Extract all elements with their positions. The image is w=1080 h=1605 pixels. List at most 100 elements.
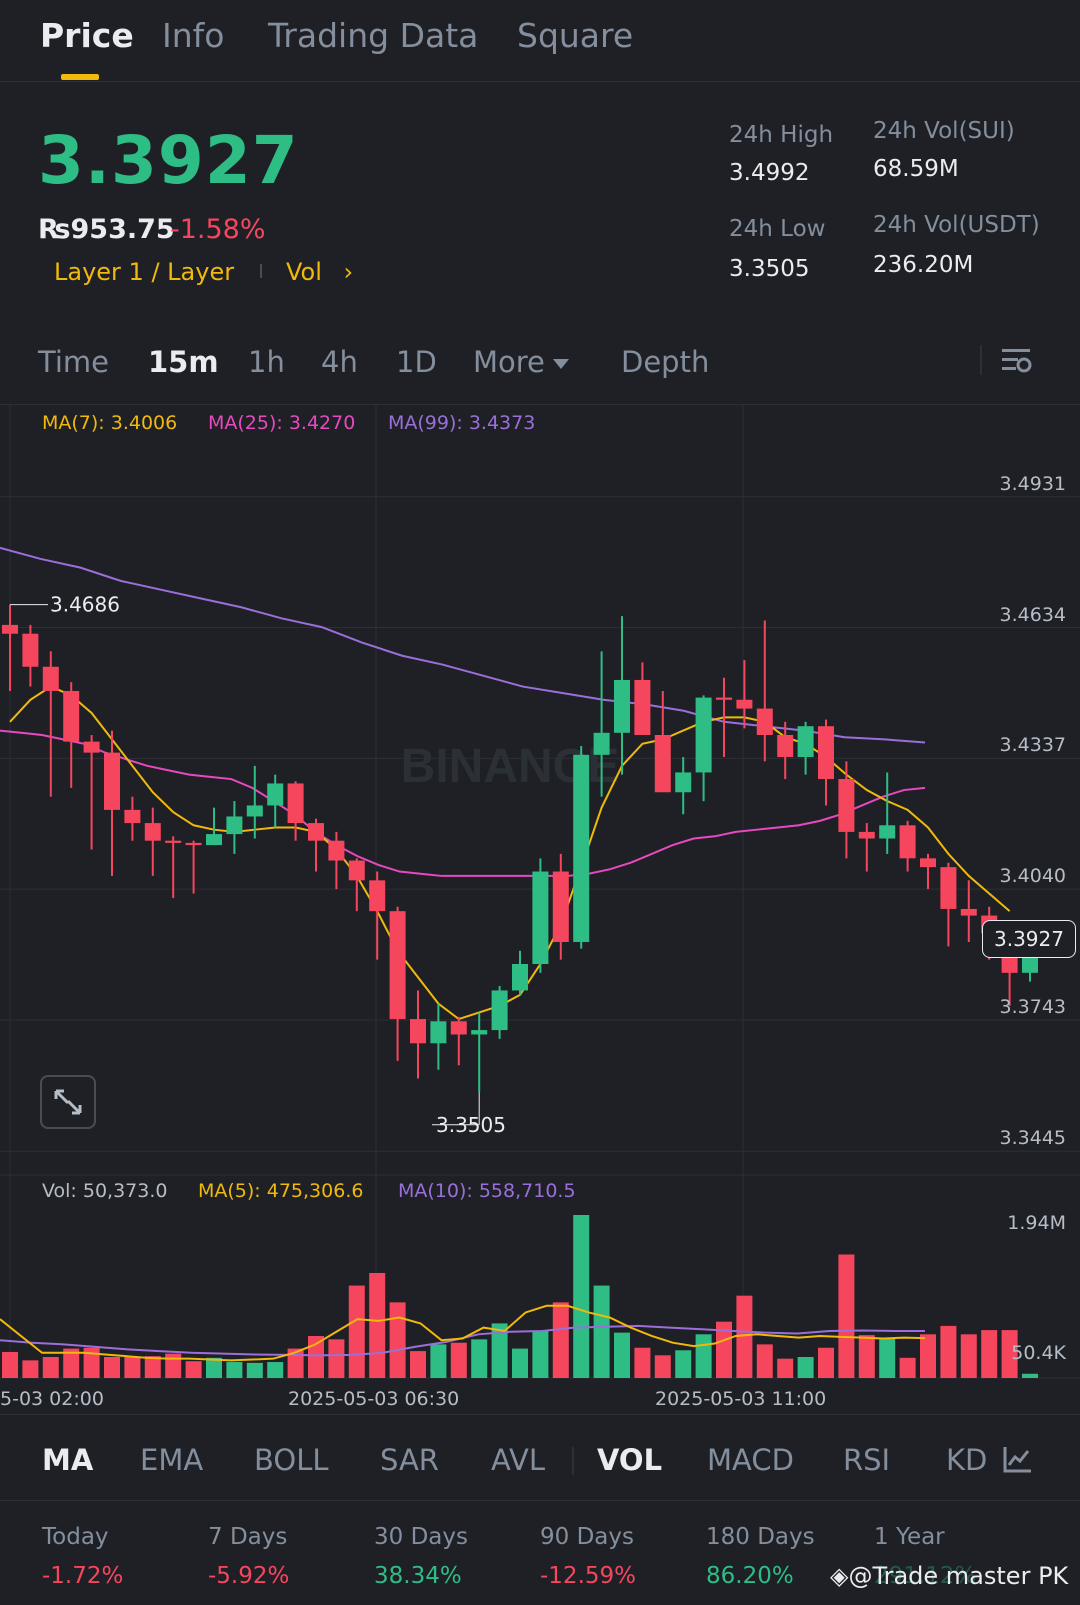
24h-vol-base-value: 68.59M (873, 156, 959, 182)
perf-value-1y: 291.12% (874, 1563, 977, 1589)
tab-trading-data[interactable]: Trading Data (268, 16, 479, 55)
candle-body (22, 633, 39, 667)
tab-square[interactable]: Square (517, 16, 634, 55)
volume-bar (1001, 1330, 1018, 1378)
chart-top-divider (0, 404, 1080, 405)
depth-tab[interactable]: Depth (621, 345, 710, 379)
tab-price[interactable]: Price (40, 16, 134, 55)
volume-bar (389, 1302, 406, 1378)
24h-vol-base-label: 24h Vol(SUI) (873, 118, 1015, 144)
perf-label-7d: 7 Days (208, 1524, 288, 1550)
indicator-settings-icon[interactable] (1003, 1445, 1033, 1473)
volume-bar (410, 1351, 426, 1378)
volume-bar (532, 1330, 549, 1378)
candle-body (736, 699, 753, 709)
volume-bar (614, 1332, 630, 1378)
category-tag[interactable]: Layer 1 / Layer (54, 258, 235, 286)
candle-body (940, 867, 957, 909)
indicator-ma[interactable]: MA (42, 1443, 94, 1477)
volume-bar (491, 1323, 508, 1378)
ma25-legend: MA(25): 3.4270 (208, 412, 356, 434)
vol-ma10-legend: MA(10): 558,710.5 (398, 1180, 576, 1202)
indicator-ema[interactable]: EMA (140, 1443, 204, 1477)
volume-bar (2, 1351, 18, 1378)
indicator-boll[interactable]: BOLL (254, 1443, 329, 1477)
volume-bar (960, 1334, 977, 1378)
candle-body (756, 708, 773, 736)
volume-bar (22, 1360, 39, 1378)
candle-body (471, 1030, 488, 1035)
candle-body (899, 825, 916, 859)
candle-body (552, 871, 569, 942)
interval-1h[interactable]: 1h (248, 345, 285, 379)
volume-bar (981, 1330, 998, 1378)
indicator-rsi[interactable]: RSI (843, 1443, 891, 1477)
candle-body (675, 772, 692, 793)
volume-bar (777, 1358, 794, 1378)
interval-time[interactable]: Time (38, 345, 109, 379)
last-price-tag[interactable]: 3.3927 (982, 919, 1076, 958)
candle-body (63, 690, 80, 742)
ma7-line (9, 685, 1011, 1021)
perf-value-90d: -12.59% (540, 1563, 636, 1589)
perf-label-today: Today (42, 1524, 109, 1550)
fiat-price: ₨953.75 (38, 214, 175, 245)
indicator-sar[interactable]: SAR (380, 1443, 439, 1477)
vol-link-label: Vol (286, 258, 322, 286)
tab-info[interactable]: Info (162, 16, 225, 55)
volume-bar (593, 1285, 610, 1378)
candle-body (777, 735, 794, 758)
volume-bar (756, 1344, 773, 1378)
indicator-macd[interactable]: MACD (707, 1443, 794, 1477)
fullscreen-button[interactable] (40, 1075, 96, 1129)
indicator-avl[interactable]: AVL (491, 1443, 545, 1477)
diamond-logo-icon: ◈ (830, 1562, 849, 1590)
candle-body (42, 666, 59, 691)
chart-settings-icon[interactable] (1000, 344, 1034, 378)
candle-body (858, 831, 875, 839)
perf-value-7d: -5.92% (208, 1563, 290, 1589)
candles (2, 604, 1038, 1092)
candle-body (328, 840, 345, 861)
candle-body (491, 990, 508, 1031)
indicator-vol[interactable]: VOL (597, 1443, 663, 1477)
volume-bar (838, 1254, 855, 1378)
volume-bar (858, 1335, 875, 1378)
candle-body (267, 783, 284, 806)
perf-value-today: -1.72% (42, 1563, 124, 1589)
volume-bar (369, 1272, 386, 1378)
candle-body (920, 858, 936, 868)
interval-more-label: More (473, 345, 545, 379)
volume-bar (328, 1339, 345, 1378)
volume-bar (450, 1342, 467, 1378)
interval-4h[interactable]: 4h (321, 345, 358, 379)
volume-bar (940, 1325, 957, 1378)
interval-1d[interactable]: 1D (396, 345, 437, 379)
vol-link[interactable]: Vol › (286, 258, 353, 286)
indicator-kdj[interactable]: KD (946, 1443, 986, 1477)
time-label: 2025-05-03 06:30 (288, 1388, 460, 1410)
expand-icon (54, 1089, 82, 1115)
candle-body (430, 1021, 447, 1044)
indicator-divider (572, 1447, 574, 1475)
24h-low-value: 3.3505 (729, 256, 810, 282)
candle-body (532, 871, 549, 965)
ma7-legend: MA(7): 3.4006 (42, 412, 178, 434)
candle-body (654, 735, 671, 793)
volume-bar (83, 1347, 100, 1378)
candle-body (410, 1019, 426, 1044)
volume-bar (879, 1337, 896, 1378)
candle-body (593, 732, 610, 755)
time-label: 5-03 02:00 (0, 1388, 104, 1410)
candle-body (308, 823, 324, 841)
24h-high-label: 24h High (729, 122, 834, 148)
volume-bar (144, 1356, 161, 1378)
interval-more[interactable]: More (473, 345, 569, 379)
perf-label-30d: 30 Days (374, 1524, 468, 1550)
volume-bar (430, 1344, 447, 1378)
watermark-text: @Trade master PK (848, 1562, 1069, 1590)
interval-15m[interactable]: 15m (148, 345, 219, 379)
candle-body (512, 964, 528, 991)
volume-bar (552, 1302, 569, 1378)
